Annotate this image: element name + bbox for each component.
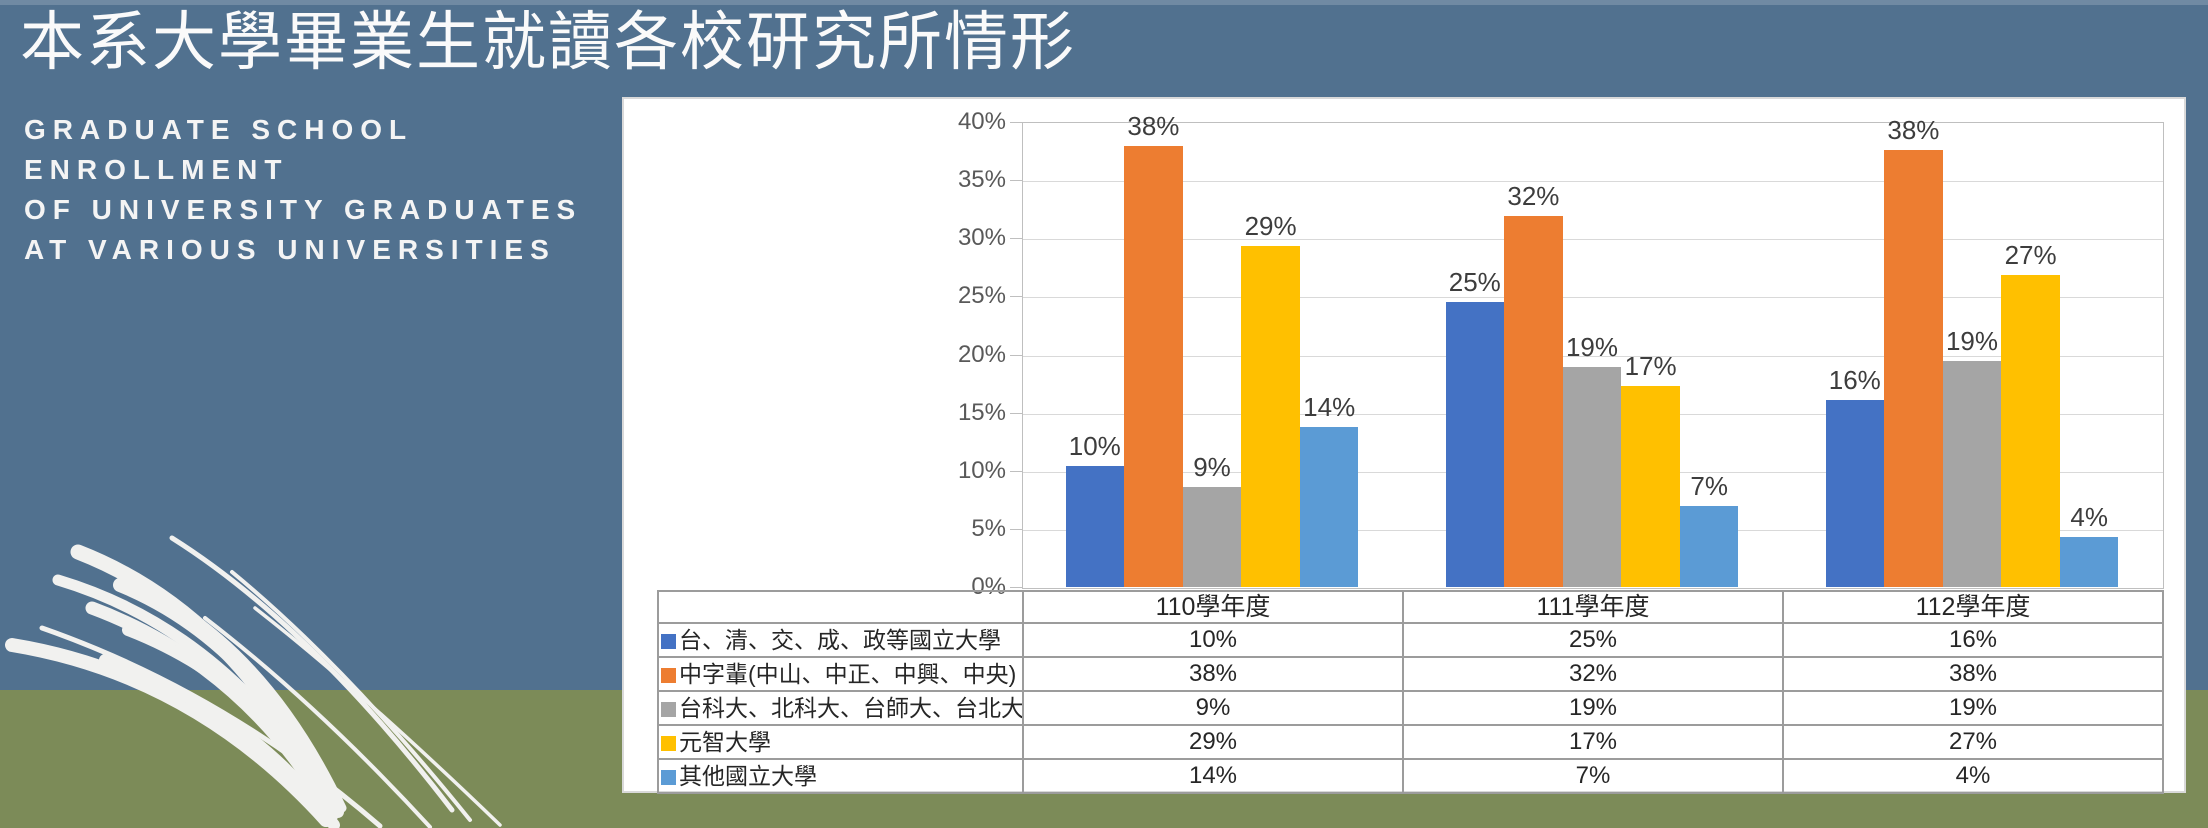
bar-s1-c2 [1445,302,1505,587]
bar-s2-c2 [1504,216,1563,587]
bar-s3-c2 [1562,367,1622,587]
y-tick-mark [1010,528,1022,530]
y-tick-mark [1010,296,1022,298]
bar-s2-c1 [1124,146,1183,587]
y-tick-mark [1010,412,1022,414]
table-row: 其他國立大學 14% 7% 4% [657,758,2164,794]
y-tick-mark [1010,122,1022,123]
top-highlight-strip [0,0,2208,5]
bar-value-label: 29% [1244,211,1297,242]
category-header-cell: 111學年度 [1402,590,1784,624]
series-label-cell: 元智大學 [657,724,1024,760]
gridline [1023,181,2163,183]
legend-swatch-icon [661,736,676,751]
value-cell: 32% [1402,656,1784,692]
legend-swatch-icon [661,770,676,785]
bar-s1-c1 [1065,466,1125,587]
bar-value-label: 9% [1193,452,1231,483]
y-tick-mark [1010,587,1022,588]
bar-value-label: 16% [1828,364,1881,395]
series-label-cell: 台科大、北科大、台師大、台北大學 [657,690,1024,726]
subtitle-line-1: GRADUATE SCHOOL [24,114,414,145]
bar-value-label: 25% [1448,267,1501,298]
bar-s1-c3 [1825,399,1885,587]
bar-value-label: 32% [1507,181,1560,212]
bar-value-label: 10% [1068,431,1121,462]
bar-value-label: 19% [1945,326,1999,357]
category-header-cell: 112學年度 [1782,590,2164,624]
grass-decoration-icon [5,535,502,828]
value-cell: 14% [1022,758,1404,794]
subtitle-line-2: ENROLLMENT [24,154,289,185]
series-label-cell: 其他國立大學 [657,758,1024,794]
chart-panel: 0% 5% 10% 15% 20% 25% 30% 35% 40% 10% 38% 9% 29% 14%… [622,97,2186,794]
page-subtitle: GRADUATE SCHOOL ENROLLMENT OF UNIVERSITY… [24,110,582,270]
value-cell: 29% [1022,724,1404,760]
bar-s4-c2 [1621,385,1680,587]
legend-data-table: 110學年度 111學年度 112學年度 台、清、交、成、政等國立大學 10% 25% 16… [657,590,2164,794]
value-cell: 17% [1402,724,1784,760]
category-header-cell: 110學年度 [1022,590,1404,624]
value-cell: 27% [1782,724,2164,760]
legend-swatch-icon [661,668,676,683]
bar-value-label: 14% [1303,391,1356,422]
bar-s4-c3 [2001,275,2060,587]
gridline [1023,297,2163,299]
series-label-cell: 台、清、交、成、政等國立大學 [657,622,1024,658]
series-label-cell: 中字輩(中山、中正、中興、中央) [657,656,1024,692]
subtitle-line-4: AT VARIOUS UNIVERSITIES [24,234,556,265]
y-tick-label: 20% [957,340,1006,368]
y-tick-label: 35% [957,166,1006,194]
y-tick-label: 10% [957,456,1006,484]
bar-value-label: 27% [2004,240,2057,271]
bar-s3-c1 [1182,487,1242,587]
value-cell: 19% [1402,690,1784,726]
y-tick-mark [1010,470,1022,472]
bar-value-label: 7% [1690,470,1728,501]
value-cell: 38% [1022,656,1404,692]
value-cell: 10% [1022,622,1404,658]
table-corner-cell [657,590,1024,624]
table-row: 元智大學 29% 17% 27% [657,724,2164,760]
value-cell: 25% [1402,622,1784,658]
value-cell: 4% [1782,758,2164,794]
table-row: 台科大、北科大、台師大、台北大學 9% 19% 19% [657,690,2164,726]
page-title: 本系大學畢業生就讀各校研究所情形 [20,6,1076,78]
y-tick-label: 5% [971,514,1006,542]
y-tick-label: 40% [957,108,1006,135]
bar-s5-c3 [2059,537,2119,587]
bar-s4-c1 [1241,246,1300,587]
bar-value-label: 19% [1565,332,1619,363]
y-tick-mark [1010,354,1022,356]
gridline [1023,355,2163,357]
value-cell: 19% [1782,690,2164,726]
bar-s2-c3 [1884,149,1943,587]
bar-value-label: 4% [2070,502,2108,532]
y-tick-label: 30% [957,224,1006,252]
bar-value-label: 38% [1887,114,1940,145]
table-row: 台、清、交、成、政等國立大學 10% 25% 16% [657,622,2164,658]
value-cell: 16% [1782,622,2164,658]
value-cell: 9% [1022,690,1404,726]
y-tick-mark [1010,180,1022,182]
bar-s5-c1 [1299,426,1359,587]
bar-value-label: 17% [1624,350,1677,381]
bar-s3-c3 [1942,361,2002,587]
table-row: 中字輩(中山、中正、中興、中央) 38% 32% 38% [657,656,2164,692]
legend-swatch-icon [661,702,676,717]
y-tick-label: 25% [957,282,1006,310]
legend-swatch-icon [661,634,676,649]
y-tick-label: 15% [957,398,1006,426]
bar-value-label: 38% [1127,111,1180,142]
y-tick-mark [1010,238,1022,240]
subtitle-line-3: OF UNIVERSITY GRADUATES [24,194,583,225]
bar-s5-c2 [1679,505,1739,587]
value-cell: 38% [1782,656,2164,692]
value-cell: 7% [1402,758,1784,794]
gridline [1023,239,2163,241]
